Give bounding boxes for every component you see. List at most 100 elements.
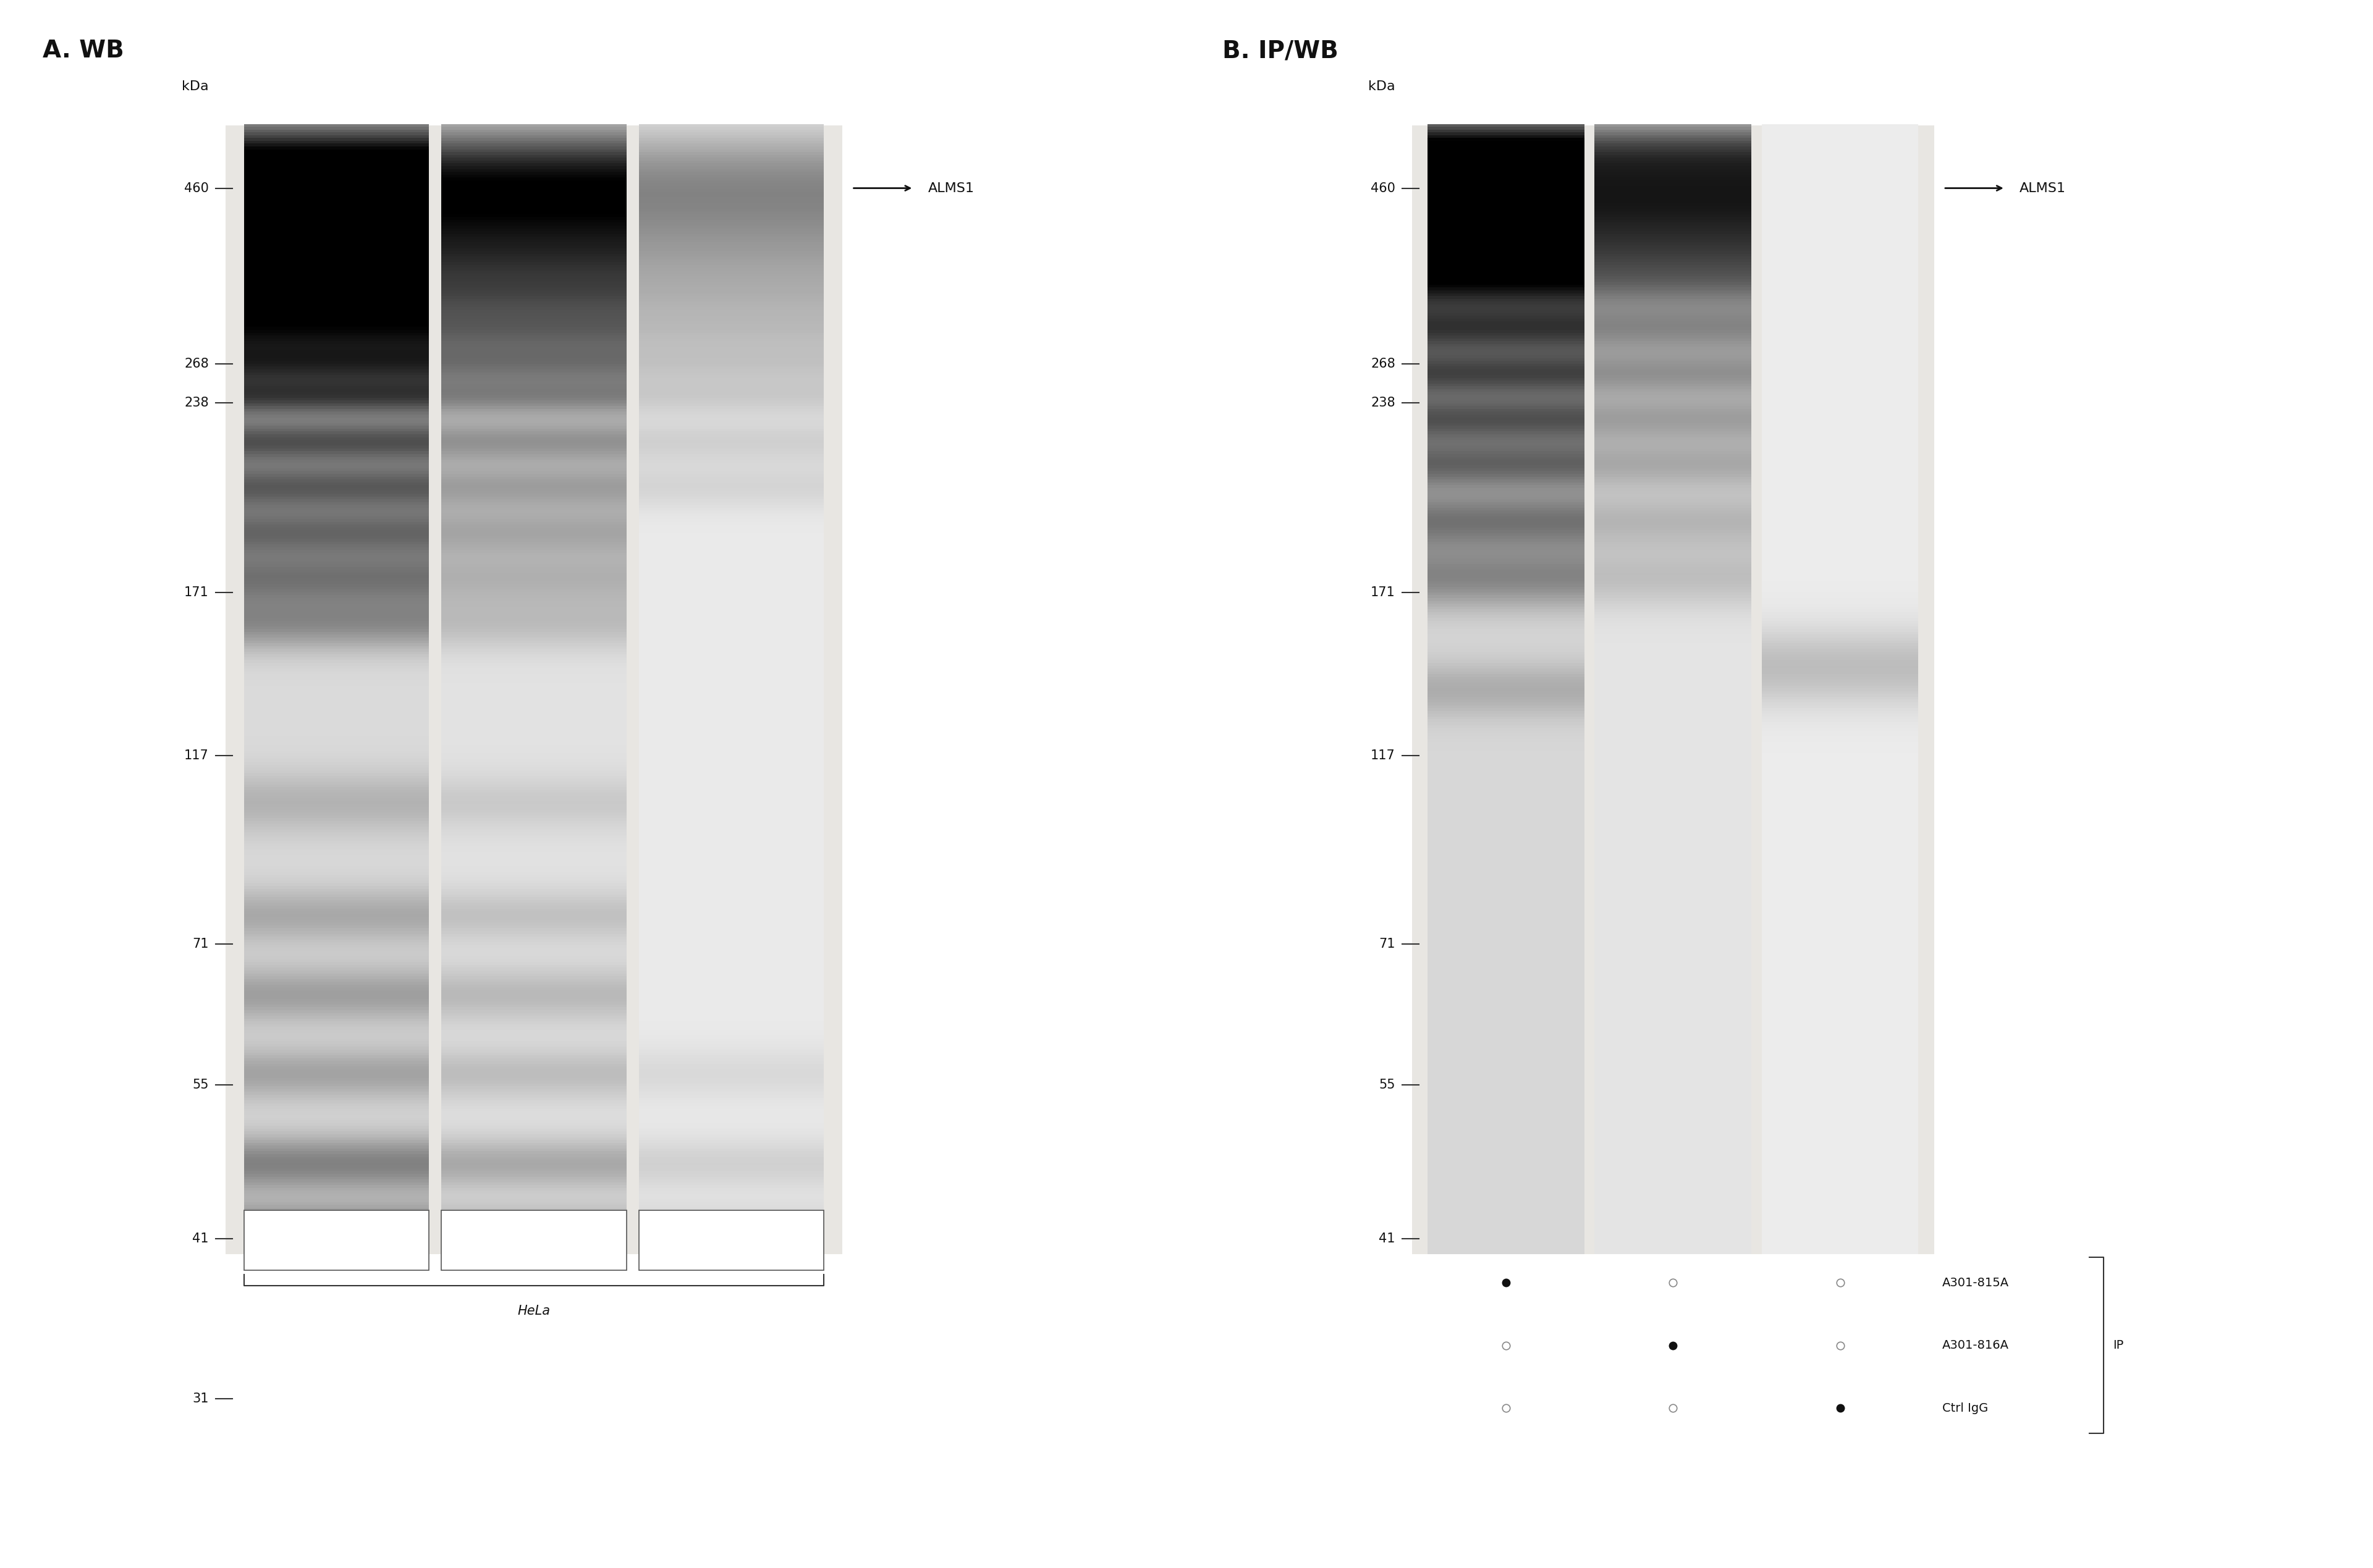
Bar [1429,375,1585,379]
Bar [638,875,823,880]
Bar [1595,939,1751,944]
Bar [638,621,823,626]
Bar [441,1016,626,1021]
Bar [638,254,823,259]
Bar [1429,350,1585,354]
Bar [1595,1047,1751,1051]
Bar [441,688,626,693]
Bar [244,1185,430,1190]
Bar [244,1250,430,1254]
Bar [244,615,430,619]
Bar [244,1044,430,1049]
Bar [1761,657,1917,662]
Bar [638,1033,823,1036]
Bar [441,1218,626,1223]
Bar [638,356,823,359]
Bar [1429,946,1585,950]
Bar [638,568,823,571]
Bar [441,1055,626,1060]
Bar [1595,497,1751,500]
Bar [244,850,430,853]
Bar [441,713,626,718]
Bar [441,654,626,659]
Bar [1595,640,1751,644]
Bar [1761,420,1917,425]
Bar [1761,836,1917,839]
Bar [638,960,823,964]
Bar [244,1140,430,1145]
Bar [638,1094,823,1099]
Bar [244,861,430,866]
Bar [1429,779,1585,782]
Bar [1429,353,1585,358]
Bar [244,875,430,880]
Bar [1412,125,1934,1254]
Bar [1595,1077,1751,1082]
Bar [1761,1185,1917,1190]
Bar [638,564,823,569]
Bar [244,268,430,273]
Bar [638,702,823,707]
Bar [244,1196,430,1201]
Bar [244,251,430,256]
Bar [1761,1066,1917,1071]
Bar [441,781,626,786]
Bar [441,917,626,922]
Bar [441,1134,626,1138]
Bar [638,583,823,588]
Bar [441,1010,626,1014]
Bar [1429,1069,1585,1074]
Bar [441,314,626,317]
Bar [441,381,626,386]
Bar [1595,652,1751,655]
Bar [441,759,626,764]
Bar [244,889,430,894]
Bar [638,1118,823,1121]
Bar [1429,271,1585,274]
Bar [1595,539,1751,543]
Bar [1761,931,1917,936]
Bar [1761,737,1917,740]
Bar [1595,666,1751,670]
Bar [441,1239,626,1243]
Bar [1595,243,1751,246]
Bar [1429,389,1585,394]
Bar [441,621,626,626]
Bar [1429,668,1585,673]
Bar [1595,220,1751,224]
Bar [441,569,626,574]
Bar [1429,403,1585,408]
Bar [441,511,626,514]
Bar [1595,409,1751,414]
Bar [1595,908,1751,913]
Bar [441,604,626,608]
Bar [1761,370,1917,373]
Bar [441,536,626,541]
Bar [638,367,823,372]
Bar [1429,787,1585,792]
Bar [638,804,823,809]
Bar [1595,1179,1751,1184]
Bar [638,985,823,989]
Bar [1595,586,1751,591]
Bar [441,1019,626,1022]
Bar [1595,1132,1751,1135]
Bar [1429,795,1585,800]
Bar [1761,717,1917,721]
Bar [441,431,626,436]
Bar [638,149,823,154]
Bar [244,666,430,670]
Bar [1429,1027,1585,1032]
Bar [441,699,626,704]
Bar [244,720,430,724]
Bar [1429,525,1585,528]
Bar [1595,1118,1751,1121]
Bar [638,201,823,204]
Bar [1429,753,1585,757]
Bar [1761,469,1917,472]
Bar [1761,801,1917,806]
Bar [638,936,823,941]
Bar [1761,1239,1917,1243]
Bar [1595,441,1751,444]
Bar [1761,361,1917,365]
